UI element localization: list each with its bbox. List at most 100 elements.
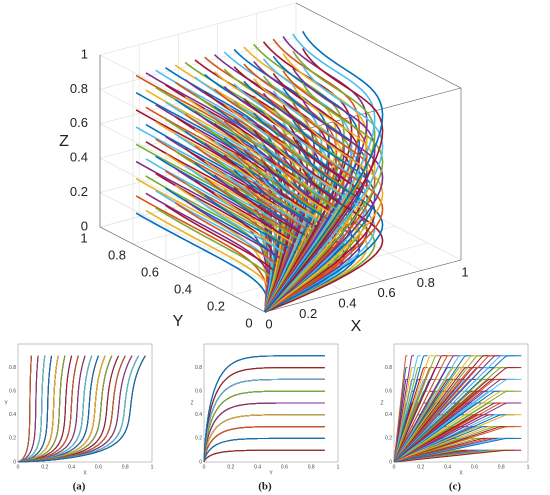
trajectory xyxy=(264,173,368,313)
trajectory xyxy=(393,390,508,463)
y-tick-label: 0.6 xyxy=(9,389,16,395)
y-tick-label: 0.4 xyxy=(174,281,192,296)
trajectory xyxy=(393,355,502,463)
trajectory xyxy=(393,378,508,463)
x-tick-label: 1 xyxy=(151,464,154,470)
trajectory xyxy=(393,414,515,463)
trajectory xyxy=(17,355,46,463)
trajectory xyxy=(393,355,428,463)
z-tick-label: 0.6 xyxy=(70,115,88,130)
trajectory xyxy=(393,355,482,463)
z-tick-label: 1 xyxy=(81,46,88,61)
trajectory xyxy=(393,367,522,463)
trajectory xyxy=(223,154,323,313)
y-tick-label: 0 xyxy=(389,459,392,465)
axis-line xyxy=(295,2,462,89)
y-tick-label: 0.6 xyxy=(195,389,202,395)
trajectory xyxy=(264,67,376,313)
x-tick-label: 0.2 xyxy=(41,464,48,470)
x-tick-label: 0.8 xyxy=(498,464,505,470)
x-axis-label: X xyxy=(83,470,87,476)
trajectory xyxy=(264,33,376,313)
y-tick-label: 0.6 xyxy=(385,389,392,395)
x-tick-label: 1 xyxy=(337,464,340,470)
trajectory xyxy=(393,355,441,463)
trajectory xyxy=(393,355,488,463)
trajectory xyxy=(393,449,522,463)
trajectory xyxy=(393,355,435,463)
trajectory xyxy=(203,367,325,463)
trajectory xyxy=(393,390,515,463)
y-tick-label: 0.8 xyxy=(108,247,126,262)
trajectory xyxy=(393,426,502,463)
trajectory xyxy=(393,414,508,463)
y-tick-label: 0.8 xyxy=(195,365,202,371)
x-tick-label: 0.8 xyxy=(417,275,435,290)
trajectory xyxy=(393,378,408,463)
panel-caption: (a) xyxy=(73,481,86,493)
trajectory xyxy=(393,367,415,463)
trajectory xyxy=(393,355,515,463)
y-tick-label: 0.2 xyxy=(195,436,202,442)
trajectory xyxy=(393,402,515,463)
x-tick-label: 0.6 xyxy=(471,464,478,470)
x-tick-label: 1 xyxy=(461,264,468,279)
trajectory xyxy=(17,355,146,463)
trajectory xyxy=(393,355,415,463)
trajectory xyxy=(17,355,73,463)
y-tick-label: 0 xyxy=(245,315,252,330)
trajectory xyxy=(393,378,515,463)
trajectory xyxy=(393,367,488,463)
trajectory xyxy=(17,355,79,463)
trajectory xyxy=(393,414,522,463)
x-axis-label: Y xyxy=(269,470,273,476)
trajectory xyxy=(203,378,325,463)
trajectory xyxy=(393,355,468,463)
trajectory xyxy=(393,402,522,463)
trajectory xyxy=(393,355,508,463)
y-tick-label: 0.4 xyxy=(195,412,202,418)
trajectory xyxy=(264,50,376,313)
trajectory xyxy=(264,30,384,313)
trajectory xyxy=(213,88,316,313)
panel-caption: (c) xyxy=(449,481,462,493)
trajectory xyxy=(17,355,52,463)
y-tick-label: 0.8 xyxy=(9,365,16,371)
trajectory xyxy=(393,437,522,463)
trajectory xyxy=(393,355,408,463)
x-tick-label: 0.2 xyxy=(227,464,234,470)
trajectory xyxy=(17,355,119,463)
z-axis-label: Z xyxy=(59,133,69,150)
x-tick-label: 1 xyxy=(527,464,530,470)
x-tick-label: 0.8 xyxy=(308,464,315,470)
trajectory xyxy=(393,367,515,463)
grid-line xyxy=(99,192,266,278)
x-tick-label: 0 xyxy=(203,464,206,470)
trajectory xyxy=(393,402,508,463)
trajectory xyxy=(264,82,384,313)
trajectory xyxy=(393,367,421,463)
x-tick-label: 0.6 xyxy=(378,285,396,300)
y-tick-label: 0.6 xyxy=(141,264,159,279)
x-tick-label: 0 xyxy=(265,316,272,331)
trajectory xyxy=(264,136,376,313)
x-tick-label: 0.6 xyxy=(95,464,102,470)
trajectory xyxy=(17,355,140,463)
z-tick-label: 0 xyxy=(81,218,88,233)
y-tick-label: 1 xyxy=(80,230,87,245)
y-tick-label: 0.2 xyxy=(385,436,392,442)
trajectory xyxy=(393,390,502,463)
trajectory xyxy=(203,449,325,463)
trajectory xyxy=(17,355,86,463)
trajectory xyxy=(393,426,508,463)
x-axis-label: X xyxy=(351,318,362,335)
trajectory xyxy=(264,102,376,313)
z-tick-label: 0.2 xyxy=(70,184,88,199)
trajectory xyxy=(264,85,376,313)
trajectory xyxy=(393,355,448,463)
trajectory xyxy=(135,178,269,313)
x-tick-label: 0 xyxy=(17,464,20,470)
z-tick-label: 0.8 xyxy=(70,81,88,96)
trajectory xyxy=(264,99,384,313)
grid-line xyxy=(99,37,297,90)
